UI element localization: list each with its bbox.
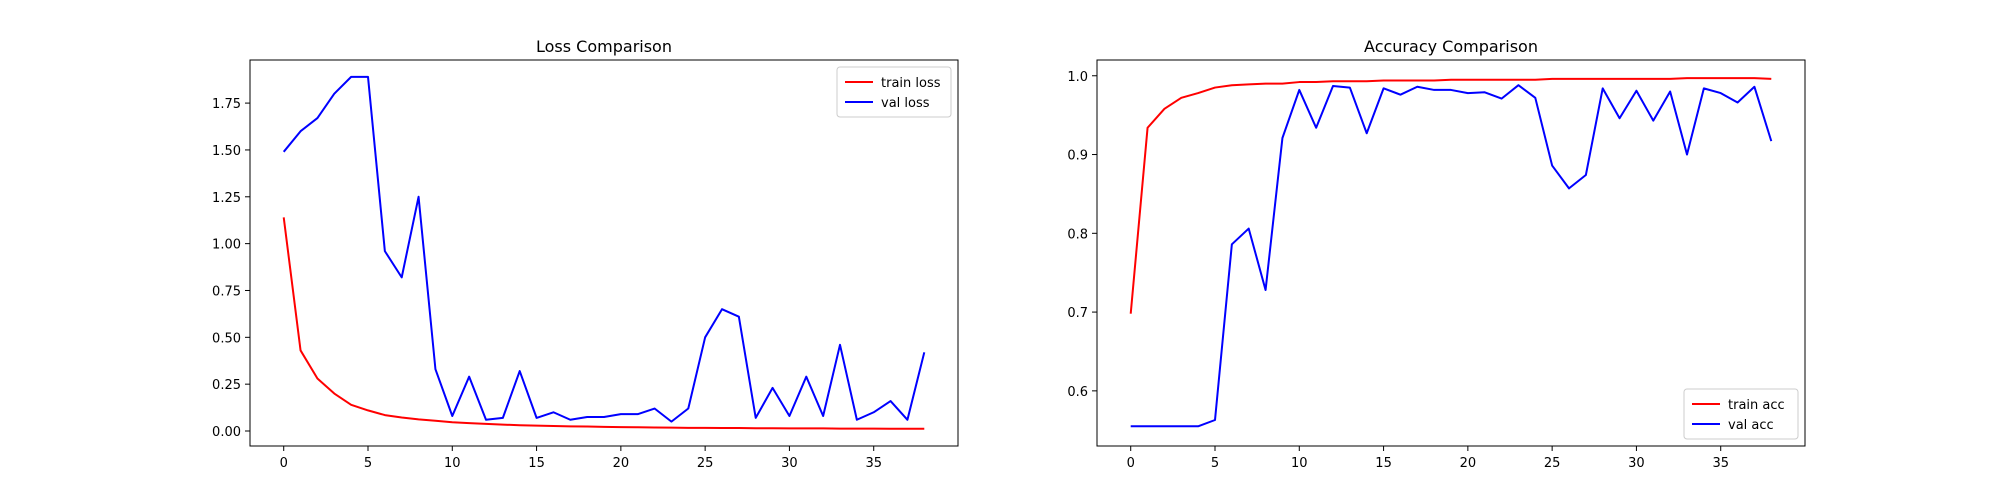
legend-box [836,66,952,118]
legend-label: val acc [1728,418,1774,433]
series-line-train-loss [282,217,925,430]
series-lines [282,75,926,430]
legend-label: val loss [881,96,930,111]
legend-label: train loss [881,76,941,91]
plot-area: 0 5 10 15 20 25 30 35 0.00 0.25 0.50 0.75 1.00 1.25 1.… [212,59,959,471]
x-tick-label: 10 [444,456,461,471]
x-tick-label: 25 [697,456,714,471]
y-tick-label: 0.75 [212,284,241,299]
x-tick-label: 30 [781,456,798,471]
series-lines [1129,77,1773,428]
x-tick-label: 5 [364,456,372,471]
y-tick-label: 1.75 [212,97,241,112]
axes-frame [249,59,959,447]
series-line-val-loss [282,75,926,423]
loss-chart: Loss Comparison 0 5 10 15 20 25 30 35 0.00 0.25 0.… [212,37,959,471]
axes-frame [1096,59,1806,447]
y-tick-label: 1.0 [1067,70,1088,85]
accuracy-chart: Accuracy Comparison 0 5 10 15 20 25 30 35 0.6 0.7… [1067,37,1806,471]
x-tick-label: 20 [1460,456,1477,471]
y-tick-label: 0.9 [1067,149,1088,164]
y-tick-label: 0.00 [212,425,241,440]
legend-label: train acc [1728,398,1785,413]
plot-area: 0 5 10 15 20 25 30 35 0.6 0.7 0.8 0.9 1.0 train acc va… [1067,59,1806,471]
y-tick-label: 1.00 [212,238,241,253]
chart-title: Loss Comparison [536,37,672,56]
x-tick-label: 35 [1712,456,1729,471]
x-tick-label: 0 [1127,456,1135,471]
y-tick-label: 0.50 [212,331,241,346]
x-tick-label: 10 [1291,456,1308,471]
y-tick-label: 1.25 [212,191,241,206]
x-tick-label: 0 [280,456,288,471]
legend-box [1683,388,1799,440]
x-tick-label: 15 [1375,456,1392,471]
x-tick-label: 25 [1544,456,1561,471]
x-tick-label: 35 [865,456,882,471]
x-tick-label: 30 [1628,456,1645,471]
y-tick-label: 1.50 [212,144,241,159]
x-tick-label: 5 [1211,456,1219,471]
x-tick-label: 15 [528,456,545,471]
legend: train loss val loss [836,66,952,118]
legend: train acc val acc [1683,388,1799,440]
y-tick-label: 0.25 [212,378,241,393]
y-tick-label: 0.6 [1067,385,1088,400]
chart-title: Accuracy Comparison [1364,37,1538,56]
series-line-val-acc [1130,84,1773,428]
series-line-train-acc [1129,77,1772,314]
x-tick-label: 20 [613,456,630,471]
y-tick-label: 0.8 [1067,227,1088,242]
y-tick-label: 0.7 [1067,306,1088,321]
